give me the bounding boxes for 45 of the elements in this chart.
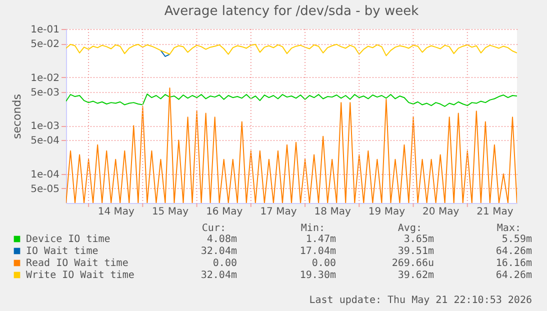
x-tick-label: 19 May (368, 206, 406, 218)
text: 64.26m (496, 246, 532, 257)
y-tick-label: 1e-04 (30, 169, 60, 180)
text: 32.04m (200, 270, 237, 281)
text: 1.47m (306, 234, 336, 245)
text: 39.51m (398, 246, 434, 257)
text: 269.66u (392, 258, 434, 269)
line-series (66, 94, 517, 107)
x-tick-label: 18 May (314, 206, 351, 218)
y-tick-label: 1e-01 (30, 24, 60, 36)
legend-label: Write IO Wait time (26, 270, 134, 281)
chart-title: Average latency for /dev/sda - by week (164, 4, 420, 19)
y-tick-label: 5e-05 (30, 184, 60, 195)
legend-label: Read IO Wait time (26, 258, 128, 269)
y-tick-label: 5e-03 (30, 87, 60, 98)
x-tick-label: 20 May (422, 206, 460, 218)
text: 5.59m (502, 234, 532, 245)
y-tick-label: 1e-03 (30, 121, 60, 132)
x-tick-label: 17 May (260, 206, 297, 218)
x-tick-label: 14 May (98, 206, 134, 218)
text: 64.26m (496, 270, 532, 281)
text: Last update: Thu May 21 22:10:53 2026 (309, 295, 532, 306)
x-tick-label: 16 May (206, 206, 243, 218)
text: 32.04m (200, 246, 237, 257)
text: 4.08m (206, 234, 237, 245)
legend-label: IO Wait time (26, 246, 98, 257)
text: Avg: (398, 223, 422, 234)
text: Max: (496, 223, 521, 234)
text: 3.65m (404, 234, 434, 245)
text: Cur: (202, 223, 226, 234)
legend-label: Device IO time (26, 234, 110, 245)
text: 0.00 (312, 258, 336, 269)
y-tick-label: 5e-02 (30, 39, 60, 50)
y-axis-title: seconds (10, 94, 24, 139)
text: 0.00 (212, 258, 237, 269)
text: 16.16m (496, 258, 532, 269)
y-tick-label: 5e-04 (30, 136, 60, 147)
text: Min: (300, 223, 325, 234)
line-series (66, 44, 517, 56)
text: 39.62m (398, 270, 434, 281)
text: 19.30m (300, 270, 336, 281)
text: 17.04m (300, 246, 336, 257)
x-tick-label: 15 May (152, 206, 189, 218)
y-tick-label: 1e-02 (30, 72, 60, 84)
x-tick-label: 21 May (476, 206, 514, 218)
